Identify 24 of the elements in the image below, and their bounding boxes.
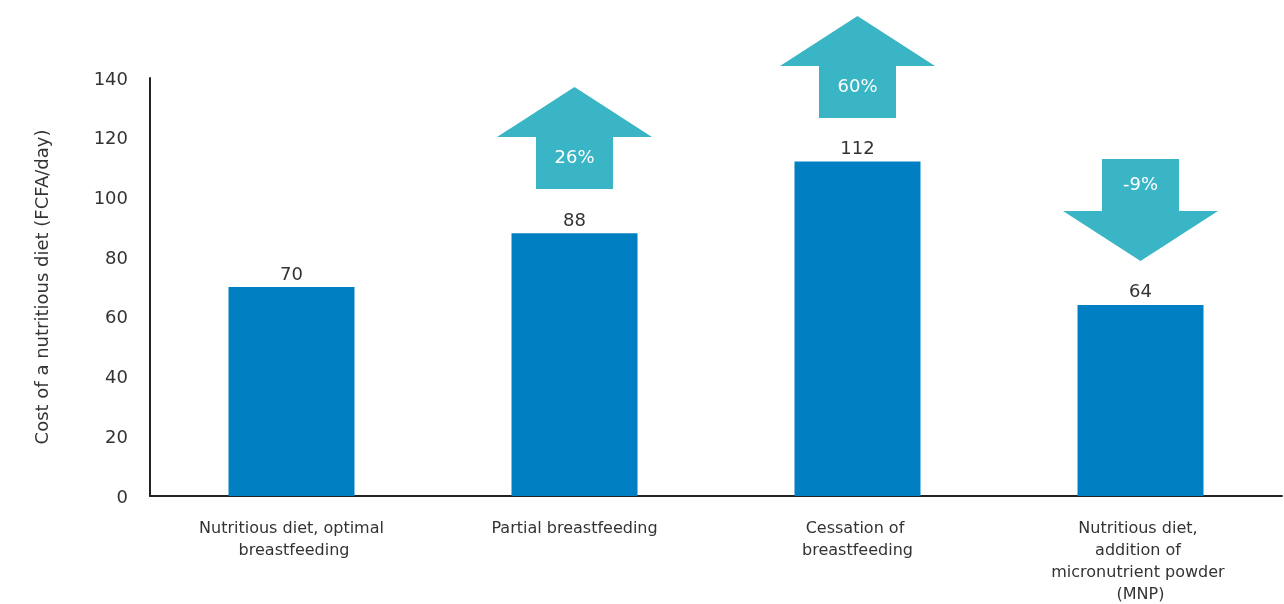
annotation: 26% [553, 146, 596, 168]
bar [228, 287, 355, 496]
data-label: 64 [1129, 280, 1152, 302]
y-tick-label: 20 [105, 425, 128, 447]
y-tick-label: 0 [116, 485, 128, 507]
bar [511, 233, 638, 496]
x-tick-label: Cessation of breastfeeding [802, 517, 913, 559]
data-label: 70 [280, 262, 303, 284]
y-tick-label: 100 [93, 186, 128, 208]
y-tick-label: 140 [93, 67, 128, 89]
annotation: -9% [1121, 172, 1160, 194]
y-tick-label: 40 [105, 366, 128, 388]
data-label: 88 [563, 208, 586, 230]
bar [794, 161, 921, 496]
y-tick-label: 80 [105, 246, 128, 268]
x-tick-label: Partial breastfeeding [491, 517, 658, 537]
bar [1077, 304, 1204, 496]
y-tick-label: 60 [105, 306, 128, 328]
data-label: 112 [840, 137, 875, 159]
annotation: 60% [836, 74, 879, 96]
y-tick-label: 120 [93, 127, 128, 149]
x-tick-label: Nutritious diet, optimal breastfeeding [199, 517, 384, 559]
x-tick-label: Nutritious diet, addition of micronutrient powder (MNP) [1051, 517, 1230, 603]
y-axis-title: Cost of a nutritious diet (FCFA/day) [30, 129, 52, 445]
